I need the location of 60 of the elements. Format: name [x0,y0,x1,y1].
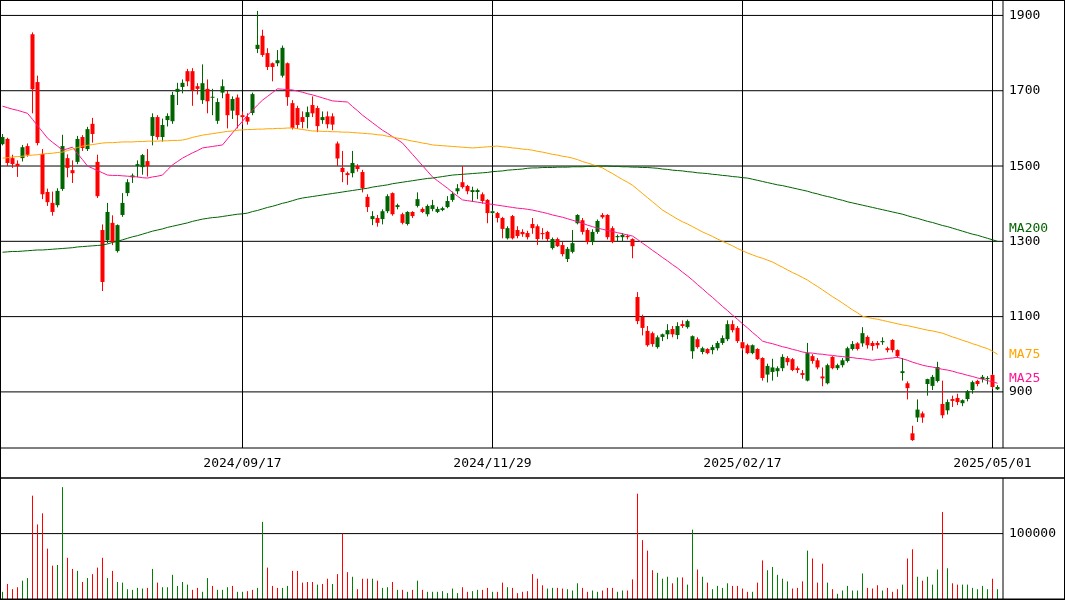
y-tick-label: 1900 [1009,6,1041,22]
candlestick [85,126,90,152]
candlestick [65,153,70,178]
candlestick [145,148,150,178]
x-tick-label: 2025/05/01 [953,454,1032,470]
x-tick-label: 2024/09/17 [203,454,282,470]
candlestick [820,366,825,387]
candlestick [900,357,905,382]
candlestick [860,326,865,348]
candlestick [305,106,310,129]
candlestick [690,334,695,360]
candlestick [235,93,240,129]
candlestick [110,214,115,246]
candlestick [210,88,215,116]
series-label: MA200 [1009,219,1049,235]
candlestick [935,361,940,383]
candlestick [915,398,920,423]
series-label: MA75 [1009,345,1041,361]
y-tick-label: 100000 [1009,525,1056,541]
candlestick [905,380,910,400]
y-tick-label: 1100 [1009,308,1041,324]
candlestick [350,150,355,178]
candlestick [500,216,505,239]
candlestick [725,319,730,342]
candlestick [630,237,635,259]
candlestick [390,191,395,217]
candlestick [220,78,225,99]
line-series [2,88,998,384]
y-tick-label: 1700 [1009,82,1041,98]
candlestick [360,169,365,193]
y-tick-label: 900 [1009,383,1033,399]
candlestick [50,191,55,217]
x-tick-label: 2024/11/29 [453,454,532,470]
candlestick [940,380,945,419]
candlestick [150,112,155,146]
candlestick [225,90,230,129]
candlestick [335,141,340,167]
line-series [2,127,998,355]
x-tick-label: 2025/02/17 [703,454,782,470]
candlestick [215,97,220,125]
candlestick [120,192,125,218]
candlestick [255,10,260,54]
series-label: MA25 [1009,370,1041,386]
candlestick [205,78,210,114]
candlestick [155,114,160,141]
line-series [2,165,998,253]
candlestick [315,105,320,133]
candlestick [55,187,60,208]
candlestick [175,82,180,106]
candlestick [340,150,345,183]
y-tick-label: 1300 [1009,232,1041,248]
candlestick [825,363,830,385]
candlestick [70,159,75,184]
candlestick [200,63,205,105]
candlestick [230,95,235,120]
y-tick-label: 1500 [1009,157,1041,173]
candlestick [385,193,390,214]
candlestick [140,153,145,176]
candlestick [90,117,95,144]
candlestick [160,118,165,143]
